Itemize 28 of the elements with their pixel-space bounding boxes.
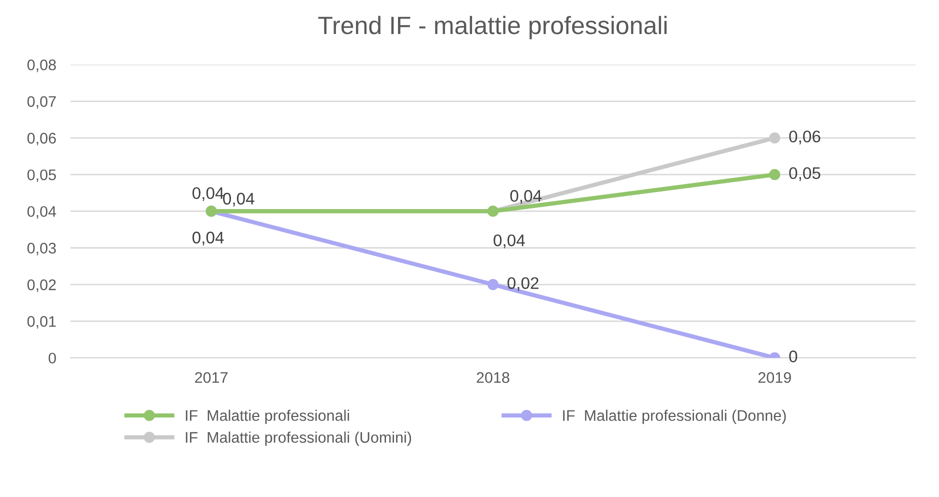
point (487, 278, 499, 290)
data-label: 0,04 (494, 234, 525, 248)
data-label: 0,02 (508, 277, 538, 291)
data-label: 0,04 (192, 187, 224, 201)
point (769, 132, 780, 144)
x-tick-label: 2019 (758, 372, 791, 383)
point (769, 169, 780, 180)
y-tick-label: 0,05 (27, 169, 56, 182)
x-tick-label: 2018 (476, 372, 510, 383)
y-tick-label: 0,04 (27, 206, 56, 219)
legend-label: IF Malattie professionali (186, 410, 350, 424)
y-tick-label: 0,06 (27, 132, 56, 146)
data-label: 0,05 (789, 167, 820, 182)
y-tick-label: 0,08 (27, 59, 56, 72)
x-tick-label: 2017 (195, 372, 228, 383)
y-tick-label: 0,01 (27, 316, 56, 329)
data-label: 0 (789, 350, 798, 362)
legend-label: IF Malattie professionali (Donne) (563, 410, 786, 424)
legend-label: IF Malattie professionali (Uomini) (186, 432, 412, 446)
y-tick-label: 0,02 (27, 279, 56, 292)
y-tick-label: 0 (48, 352, 56, 364)
y-tick-label: 0,07 (27, 96, 56, 109)
data-label: 0,06 (789, 130, 820, 144)
chart-title: Trend IF - malattie professionali (318, 16, 667, 40)
data-label: 0,04 (223, 192, 254, 207)
data-label: 0,04 (192, 232, 224, 246)
data-label: 0,04 (510, 190, 542, 204)
y-tick-label: 0,03 (27, 242, 56, 256)
